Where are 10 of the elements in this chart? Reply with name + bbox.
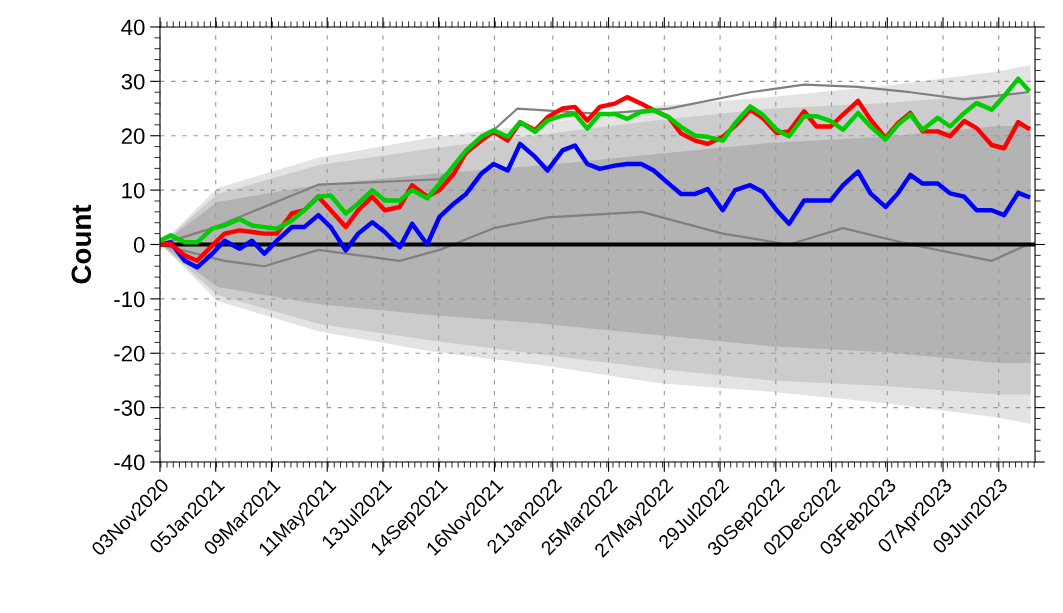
y-tick-label: 0 — [133, 237, 145, 253]
y-tick-label: -10 — [114, 291, 145, 308]
y-tick-label: -40 — [114, 454, 145, 471]
y-tick-label: 20 — [121, 128, 145, 144]
y-axis-title: Count — [71, 204, 92, 284]
y-tick-label: 40 — [121, 19, 145, 36]
y-tick-label: -20 — [114, 345, 145, 362]
y-tick-label: 10 — [122, 182, 145, 199]
y-tick-label: -30 — [114, 400, 145, 416]
y-tick-label: 30 — [121, 73, 145, 90]
